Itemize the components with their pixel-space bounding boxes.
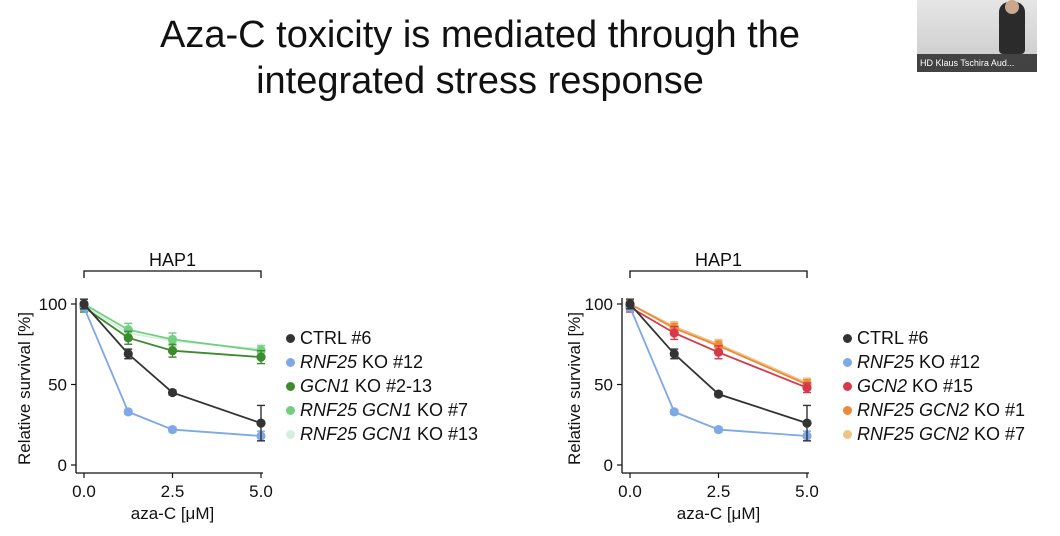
legend-gene-label: RNF25 GCN1 <box>300 400 413 420</box>
data-point <box>167 424 178 435</box>
data-point <box>625 299 635 309</box>
legend-right: CTRL #6 RNF25 KO #12 GCN2 KO #15 RNF25 GCN2… <box>843 326 1025 446</box>
legend-item: RNF25 GCN2 KO #7 <box>843 422 1025 446</box>
data-point <box>167 334 178 345</box>
legend-marker <box>843 333 852 343</box>
legend-gene-label: GCN2 <box>857 376 908 396</box>
y-tick-label: 50 <box>48 376 67 395</box>
legend-gene-label: RNF25 GCN2 <box>857 400 970 420</box>
series-line <box>629 306 808 389</box>
legend-marker <box>843 381 852 391</box>
series <box>625 298 812 442</box>
series-line <box>83 303 262 424</box>
data-point <box>123 333 133 343</box>
chart-left: HAP1 0 50 100 0.0 2.5 5.0 aza-C [μM] Relative su… <box>15 250 273 523</box>
legend-label: KO #15 <box>907 376 974 396</box>
x-axis-label: aza-C [μM] <box>677 504 760 523</box>
legend-marker <box>286 381 295 391</box>
legend-label: KO #1 <box>969 400 1026 420</box>
series <box>79 301 266 365</box>
legend-label: KO #13 <box>412 424 479 444</box>
speaker-head <box>1005 0 1019 14</box>
series <box>625 299 812 391</box>
legend-marker <box>843 357 852 367</box>
chart-right: HAP1 0 50 100 0.0 2.5 5.0 aza-C [μM] Relative su… <box>565 250 819 523</box>
legend-gene-label: RNF25 GCN1 <box>300 424 413 444</box>
legend-label: CTRL #6 <box>300 328 372 348</box>
series-line <box>83 306 262 437</box>
data-point <box>802 383 812 393</box>
data-point <box>713 424 724 435</box>
data-point <box>802 418 812 428</box>
y-axis-label: Relative survival [%] <box>565 312 584 465</box>
legend-gene-label: RNF25 <box>300 352 358 372</box>
legend-item: CTRL #6 <box>843 326 1025 350</box>
legend-marker <box>286 357 295 367</box>
data-point <box>123 407 133 417</box>
data-point <box>167 346 178 356</box>
legend-marker <box>843 429 852 439</box>
legend-label: KO #2-13 <box>350 376 433 396</box>
legend-item: GCN2 KO #15 <box>843 374 1025 398</box>
series-line <box>83 303 262 352</box>
title-bracket <box>83 270 262 278</box>
y-tick-label: 100 <box>39 295 67 314</box>
legend-item: GCN1 KO #2-13 <box>286 374 478 398</box>
legend-item: CTRL #6 <box>286 326 478 350</box>
x-tick-label: 5.0 <box>249 482 273 501</box>
series-line <box>629 303 808 424</box>
legend-gene-label: RNF25 <box>857 352 915 372</box>
data-point <box>669 328 679 338</box>
x-tick-label: 0.0 <box>618 482 642 501</box>
legend-marker <box>286 333 295 343</box>
chart-title: HAP1 <box>149 250 196 270</box>
legend-item: RNF25 GCN1 KO #13 <box>286 422 478 446</box>
legend-label: KO #12 <box>357 352 424 372</box>
data-point <box>713 347 724 357</box>
data-point <box>79 299 89 309</box>
legend-gene-label: GCN1 <box>300 376 351 396</box>
data-point <box>713 389 724 399</box>
legend-label: KO #7 <box>969 424 1026 444</box>
y-tick-label: 0 <box>58 456 67 475</box>
series-line <box>629 303 808 386</box>
title-bracket <box>629 270 808 278</box>
speaker-video-thumbnail[interactable]: HD Klaus Tschira Aud... <box>917 0 1037 72</box>
x-tick-label: 2.5 <box>707 482 731 501</box>
legend-item: RNF25 KO #12 <box>843 350 1025 374</box>
legend-item: RNF25 KO #12 <box>286 350 478 374</box>
y-tick-label: 0 <box>604 456 613 475</box>
x-tick-label: 5.0 <box>795 482 819 501</box>
y-axis-label: Relative survival [%] <box>15 312 34 465</box>
legend-label: KO #12 <box>914 352 981 372</box>
slide-title-line-2: integrated stress response <box>256 60 704 102</box>
legend-label: KO #7 <box>412 400 469 420</box>
legend-gene-label: RNF25 GCN2 <box>857 424 970 444</box>
x-tick-label: 2.5 <box>161 482 185 501</box>
legend-marker <box>843 405 852 415</box>
data-point <box>167 387 178 398</box>
slide-title: Aza-C toxicity is mediated through the i… <box>40 12 920 104</box>
y-tick-label: 100 <box>585 295 613 314</box>
y-tick-label: 50 <box>594 376 613 395</box>
data-point <box>256 418 266 428</box>
series-line <box>83 306 262 359</box>
legend-label: CTRL #6 <box>857 328 929 348</box>
data-point <box>669 349 679 359</box>
x-tick-label: 0.0 <box>72 482 96 501</box>
legend-marker <box>286 429 295 439</box>
video-caption: HD Klaus Tschira Aud... <box>917 54 1037 72</box>
data-point <box>669 407 679 417</box>
legend-item: RNF25 GCN2 KO #1 <box>843 398 1025 422</box>
data-point <box>256 352 266 362</box>
x-axis-label: aza-C [μM] <box>131 504 214 523</box>
legend-marker <box>286 405 295 415</box>
chart-title: HAP1 <box>695 250 742 270</box>
slide-title-line-1: Aza-C toxicity is mediated through the <box>160 14 800 56</box>
legend-left: CTRL #6 RNF25 KO #12 GCN1 KO #2-13 RNF25 GC… <box>286 326 478 446</box>
series <box>79 298 266 442</box>
series-line <box>629 306 808 437</box>
data-point <box>123 349 133 359</box>
legend-item: RNF25 GCN1 KO #7 <box>286 398 478 422</box>
